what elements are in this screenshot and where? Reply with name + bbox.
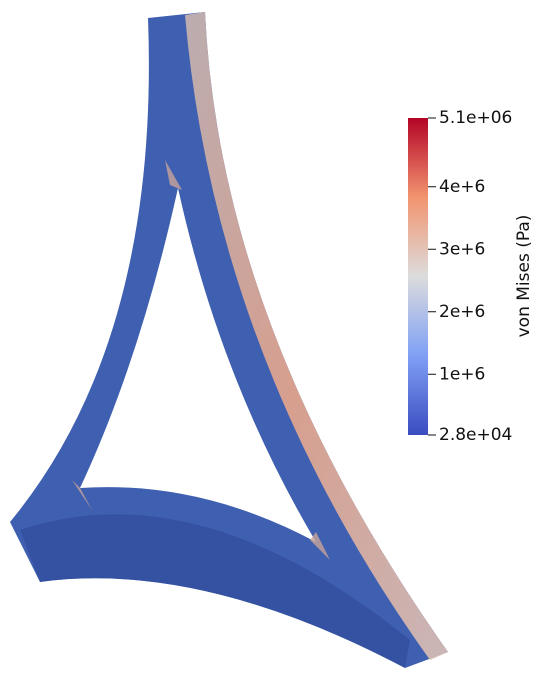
tick-label: 1e+6 (439, 364, 485, 384)
tick-label: 5.1e+06 (439, 108, 512, 128)
tick-label: 2e+6 (439, 302, 485, 322)
colorbar-gradient (408, 118, 428, 435)
model (10, 12, 448, 668)
tick-label: 2.8e+04 (439, 425, 512, 445)
colorbar: von Mises (Pa) 5.1e+06 4e+6 3e+6 2e+6 1e+6 2.… (408, 108, 534, 445)
tick-label: 3e+6 (439, 239, 485, 259)
colorbar-title: von Mises (Pa) (514, 215, 534, 338)
visualization: von Mises (Pa) 5.1e+06 4e+6 3e+6 2e+6 1e+6 2.… (0, 0, 539, 688)
tick-label: 4e+6 (439, 177, 485, 197)
